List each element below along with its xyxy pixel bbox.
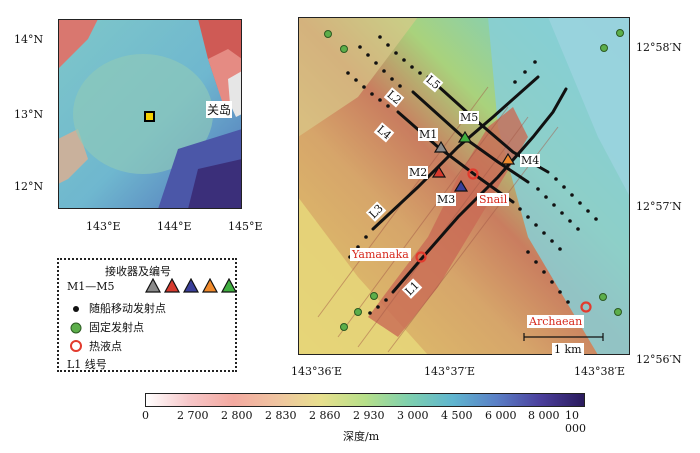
legend-line-id: L1 线号	[67, 358, 107, 371]
colorbar-label: 深度/m	[343, 430, 380, 443]
vent-snail	[467, 168, 479, 180]
legend-receiver-triangles	[145, 278, 237, 293]
study-area-box	[144, 111, 155, 122]
colorbar-tick: 3 000	[397, 409, 429, 422]
inset-lon-label: 143°E	[86, 220, 121, 233]
fixed-source-marker	[324, 30, 332, 38]
vent-archaean	[580, 301, 592, 313]
receiver-label-M5: M5	[459, 111, 480, 124]
fixed-source-marker	[340, 323, 348, 331]
ship-source-icon	[73, 306, 79, 312]
inset-lon-label: 145°E	[228, 220, 263, 233]
fixed-source-marker	[614, 308, 622, 316]
receiver-label-M1: M1	[418, 128, 439, 141]
inset-lon-label: 144°E	[157, 220, 192, 233]
vent-yamanaka	[415, 251, 427, 263]
receiver-label-M3: M3	[436, 193, 457, 206]
legend: 接收器及编号 M1—M5 随船移动发射点 固定发射点 热液点 L1 线号	[57, 258, 237, 372]
colorbar-tick: 0	[142, 409, 149, 422]
vent-label-archaean: Archaean	[527, 315, 585, 328]
receiver-M4	[500, 152, 516, 165]
colorbar-tick: 2 700	[177, 409, 209, 422]
survey-line-L2	[411, 90, 530, 184]
scale-label: 1 km	[552, 343, 584, 356]
receiver-label-M4: M4	[520, 154, 541, 167]
inset-place-label: 关岛	[206, 101, 233, 118]
main-lon-label: 143°38′E	[574, 365, 626, 378]
receiver-label-M2: M2	[408, 166, 429, 179]
inset-lat-label: 13°N	[14, 108, 44, 121]
vent-label-snail: Snail	[477, 193, 510, 206]
vent-label-yamanaka: Yamanaka	[350, 248, 411, 261]
colorbar-tick: 2 930	[353, 409, 385, 422]
colorbar-tick: 2 860	[309, 409, 341, 422]
colorbar-tick: 4 500	[441, 409, 473, 422]
colorbar	[145, 393, 585, 407]
main-lon-label: 143°36′E	[291, 365, 343, 378]
main-lon-label: 143°37′E	[424, 365, 476, 378]
fixed-source-marker	[354, 308, 362, 316]
legend-receivers-label: M1—M5	[67, 280, 115, 293]
colorbar-ticks: 0 2 700 2 800 2 830 2 860 2 930 3 000 4 …	[142, 409, 586, 435]
legend-fixed-source: 固定发射点	[89, 321, 144, 334]
colorbar-tick: 2 830	[265, 409, 297, 422]
main-lat-label: 12°56′N	[636, 353, 682, 366]
legend-ship-source: 随船移动发射点	[89, 302, 166, 315]
fixed-source-icon	[70, 322, 82, 334]
inset-lat-label: 12°N	[14, 180, 44, 193]
receiver-M5	[457, 130, 473, 143]
survey-line-L1	[391, 87, 568, 294]
colorbar-tick: 10 000	[565, 409, 586, 435]
receiver-M3	[453, 179, 469, 192]
receiver-M2	[431, 165, 447, 178]
fixed-source-marker	[370, 292, 378, 300]
fixed-source-marker	[616, 29, 624, 37]
inset-lat-label: 14°N	[14, 33, 44, 46]
main-lat-label: 12°58′N	[636, 41, 682, 54]
legend-title: 接收器及编号	[105, 265, 171, 278]
fixed-source-marker	[340, 45, 348, 53]
colorbar-tick: 6 000	[485, 409, 517, 422]
fixed-source-marker	[599, 293, 607, 301]
survey-line-L3	[371, 75, 540, 231]
legend-vent: 热液点	[89, 340, 122, 353]
colorbar-tick: 2 800	[221, 409, 253, 422]
fixed-source-marker	[600, 44, 608, 52]
receiver-M1	[433, 140, 449, 153]
main-lat-label: 12°57′N	[636, 200, 682, 213]
vent-icon	[70, 340, 82, 352]
colorbar-tick: 8 000	[528, 409, 560, 422]
main-map	[298, 17, 630, 355]
